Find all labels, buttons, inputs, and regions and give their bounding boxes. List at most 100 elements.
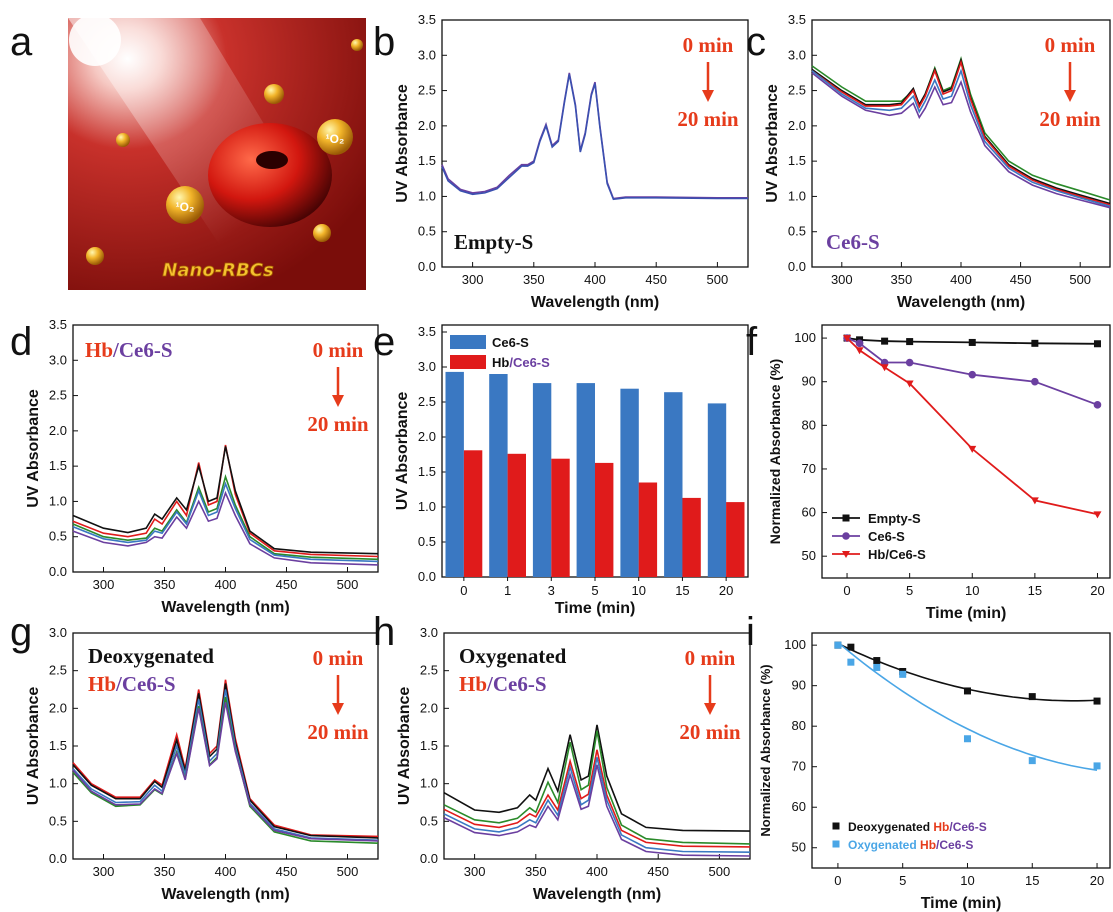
- legend-label: Empty-S: [868, 511, 921, 526]
- data-point: [968, 370, 977, 379]
- bar: [463, 450, 483, 577]
- y-tick-label: 1.0: [788, 188, 806, 203]
- chart-panel-i: 50 60 70 80 90 100 0 5 10 15 20 Time (min) Normalize…: [758, 632, 1111, 912]
- x-tick-label: 400: [584, 272, 606, 287]
- data-point: [1093, 401, 1102, 409]
- data-point: [847, 658, 855, 666]
- panel-label-i: i: [746, 610, 755, 654]
- x-tick-label: 15: [675, 583, 689, 598]
- y-tick-label: 0.0: [788, 259, 806, 274]
- data-point: [1093, 697, 1101, 705]
- x-tick-label: 15: [1025, 873, 1039, 888]
- data-point: [880, 364, 889, 372]
- y-tick-label: 50: [792, 840, 806, 855]
- data-point: [1093, 511, 1102, 519]
- time-arrow-head: [332, 395, 344, 407]
- y-tick-label: 100: [784, 637, 806, 652]
- y-tick-label: 70: [802, 461, 816, 476]
- y-tick-label: 2.5: [788, 83, 806, 98]
- panel-label-h: h: [373, 610, 395, 654]
- legend-label: Oxygenated Hb/Ce6-S: [848, 838, 973, 852]
- y-axis-label: UV Absorbance: [764, 84, 781, 203]
- spectrum-line: [72, 490, 379, 566]
- bar: [620, 388, 639, 577]
- spectrum-line: [811, 68, 1111, 208]
- spectrum-line: [72, 679, 379, 838]
- y-tick-label: 80: [792, 718, 806, 733]
- y-axis-label: Normalized Absorbance (%): [758, 664, 773, 836]
- time-start-label: 0 min: [1045, 33, 1096, 57]
- x-tick-label: 350: [525, 864, 547, 879]
- singlet-oxygen-label: ¹O₂: [326, 132, 345, 146]
- data-point: [899, 670, 907, 678]
- y-axis-label: UV Absorbance: [396, 687, 413, 806]
- bar: [726, 502, 745, 577]
- x-tick-label: 20: [1090, 873, 1104, 888]
- oxygen-bubble: [351, 39, 363, 51]
- y-tick-label: 80: [802, 417, 816, 432]
- y-tick-label: 1.5: [49, 738, 67, 753]
- time-arrow-head: [332, 703, 344, 715]
- chart-panel-e: 0.0 0.5 1.0 1.5 2.0 2.5 3.0 3.5 0 1 3 5 10 15 20 Time (…: [394, 324, 749, 617]
- sample-label: Hb/Ce6-S: [85, 338, 173, 362]
- data-point: [1093, 762, 1101, 770]
- oxygen-bubble: [116, 133, 130, 147]
- spectrum-line: [443, 749, 751, 848]
- y-tick-label: 0.5: [49, 529, 67, 544]
- data-point: [1028, 757, 1036, 765]
- y-tick-label: 0.5: [788, 224, 806, 239]
- chart-panel-h: 0.0 0.5 1.0 1.5 2.0 2.5 3.0 300 350 400 450 500 Wave…: [396, 625, 751, 903]
- x-tick-label: 10: [965, 583, 979, 598]
- x-tick-label: 400: [215, 864, 237, 879]
- data-point: [1031, 339, 1039, 347]
- y-tick-label: 1.5: [788, 153, 806, 168]
- bar: [507, 453, 526, 577]
- y-tick-label: 3.5: [418, 12, 436, 27]
- data-point: [873, 657, 881, 665]
- x-tick-label: 300: [93, 864, 115, 879]
- chart-panel-b: 0.0 0.5 1.0 1.5 2.0 2.5 3.0 3.5 300 350 400 450 500 W…: [394, 12, 749, 311]
- y-tick-label: 0.5: [420, 813, 438, 828]
- x-tick-label: 300: [462, 272, 484, 287]
- legend-label: Deoxygenated Hb/Ce6-S: [848, 820, 987, 834]
- spectrum-line: [72, 473, 379, 561]
- x-axis-label: Wavelength (nm): [161, 886, 289, 903]
- y-tick-label: 2.0: [418, 118, 436, 133]
- panel-label-b: b: [373, 20, 395, 64]
- y-tick-label: 2.0: [49, 423, 67, 438]
- y-axis-label: UV Absorbance: [394, 84, 411, 203]
- data-point: [855, 347, 864, 355]
- legend-label: Ce6-S: [868, 529, 905, 544]
- x-tick-label: 0: [460, 583, 467, 598]
- data-point: [1031, 377, 1039, 386]
- y-axis-label: UV Absorbance: [394, 392, 411, 511]
- y-tick-label: 0.0: [49, 564, 67, 579]
- legend-label: Hb/Ce6-S: [492, 355, 550, 370]
- y-tick-label: 1.5: [418, 464, 436, 479]
- x-tick-label: 500: [709, 864, 731, 879]
- data-point: [1028, 693, 1036, 701]
- bar: [551, 458, 570, 577]
- x-tick-label: 5: [591, 583, 598, 598]
- y-tick-label: 3.0: [418, 47, 436, 62]
- spectrum-line: [811, 59, 1111, 206]
- y-tick-label: 1.0: [49, 493, 67, 508]
- chart-panel-d: 0.0 0.5 1.0 1.5 2.0 2.5 3.0 3.5 300 350 400 450 500 W…: [25, 317, 379, 616]
- y-tick-label: 1.0: [418, 188, 436, 203]
- singlet-oxygen-bubble: [317, 119, 353, 155]
- sample-label: Hb/Ce6-S: [459, 672, 547, 696]
- data-point: [968, 338, 976, 346]
- time-start-label: 0 min: [685, 646, 736, 670]
- x-tick-label: 20: [1090, 583, 1104, 598]
- bar: [532, 383, 552, 577]
- bar: [489, 374, 508, 577]
- bar: [445, 371, 464, 577]
- y-tick-label: 0.0: [418, 259, 436, 274]
- legend-swatch: [450, 355, 486, 369]
- panel-label-g: g: [10, 610, 32, 654]
- y-tick-label: 3.0: [418, 359, 436, 374]
- data-point: [832, 822, 840, 830]
- legend-label: Hb/Ce6-S: [868, 547, 926, 562]
